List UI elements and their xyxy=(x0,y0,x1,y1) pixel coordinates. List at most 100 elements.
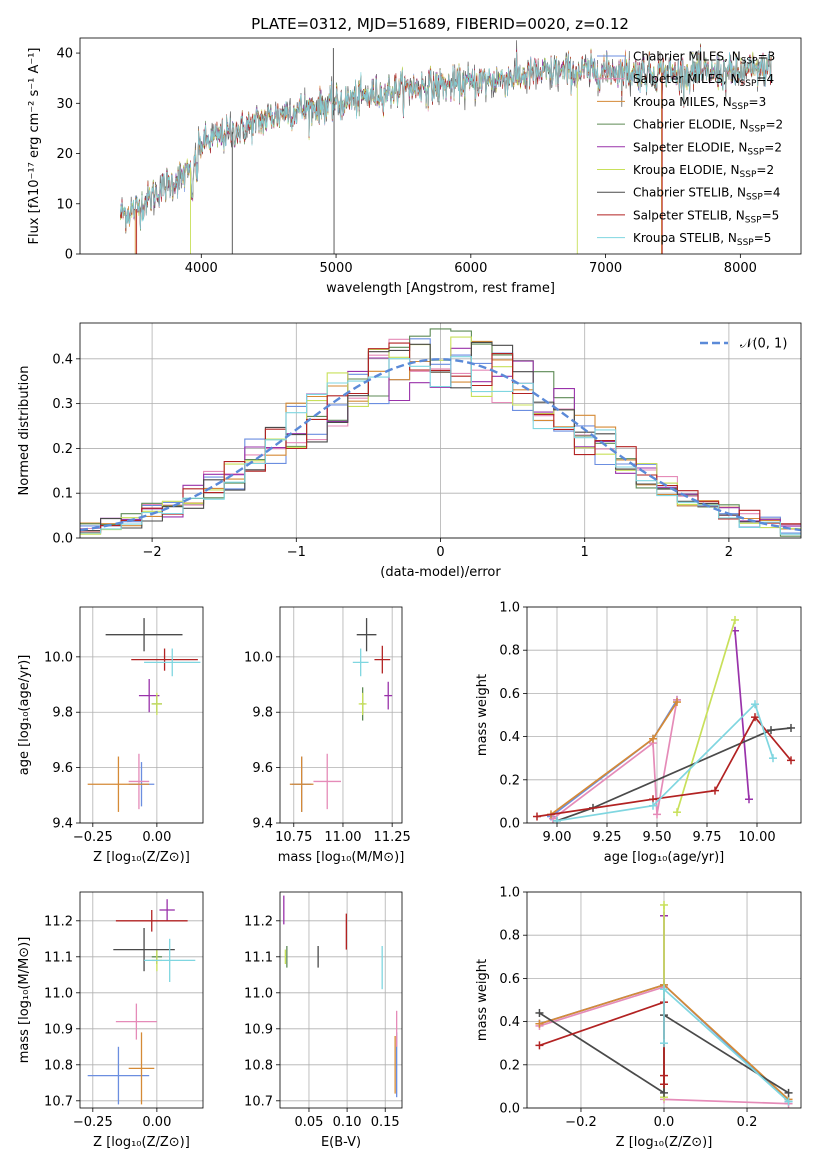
legend-text-part: , N xyxy=(731,140,748,154)
y-axis-label: Normed distribution xyxy=(17,366,32,496)
x-tick-label: −2 xyxy=(143,545,162,560)
weight-series-4 xyxy=(734,630,750,800)
error-bar-point xyxy=(87,1046,150,1105)
legend-text-part: = xyxy=(763,186,773,200)
x-tick-label: 0.10 xyxy=(333,1115,362,1130)
legend-item: Kroupa STELIB, NSSP=5 xyxy=(597,231,771,248)
y-tick-label: 10.7 xyxy=(44,1094,73,1109)
axes-frame xyxy=(79,606,204,824)
weight-series-7 xyxy=(539,1001,665,1085)
legend-item: Kroupa ELODIE, NSSP=2 xyxy=(597,163,774,180)
panel-mass_vs_Z: −0.25 0.00 10.7 10.8 10.9 11.0 11.1 11.2 Z [log₁… xyxy=(17,891,204,1150)
y-tick-label: 0.4 xyxy=(52,352,73,367)
x-tick-label: 9.50 xyxy=(643,830,672,845)
x-tick-label: −1 xyxy=(287,545,306,560)
x-axis-label: (data-model)/error xyxy=(380,565,501,580)
weight-lines xyxy=(533,615,795,823)
legend-text-part: 4 xyxy=(766,72,774,86)
error-bars xyxy=(87,618,201,812)
error-bar-point xyxy=(352,648,369,677)
panel-mass_vs_ebv: 0.05 0.10 0.15 10.7 10.8 10.9 11.0 11.1 11.2 E(B-… xyxy=(244,891,403,1150)
legend-label: Kroupa STELIB, NSSP=5 xyxy=(633,231,771,248)
error-bar-point xyxy=(131,648,198,671)
legend-text-part: Salpeter ELODIE xyxy=(633,140,731,154)
error-bars xyxy=(87,899,196,1105)
legend-text-part: Kroupa MILES xyxy=(633,95,715,109)
x-tick-label: 10.00 xyxy=(738,830,775,845)
legend-text-part: 2 xyxy=(766,163,774,177)
panel-weight_vs_age: 9.00 9.25 9.50 9.75 10.00 0.0 0.2 0.4 0.6 0.8 1.0 a… xyxy=(475,601,802,865)
legend-label: Chabrier MILES, NSSP=3 xyxy=(633,50,775,67)
legend-item: Salpeter ELODIE, NSSP=2 xyxy=(597,140,782,157)
error-bar-point xyxy=(128,753,150,810)
legend-item: Chabrier ELODIE, NSSP=2 xyxy=(597,118,783,135)
y-tick-label: 0.8 xyxy=(499,929,520,944)
legend-text-part: , N xyxy=(729,186,746,200)
legend-text-part: Chabrier ELODIE xyxy=(633,118,732,132)
y-tick-label: 10.9 xyxy=(44,1022,73,1037)
x-tick-label: 6000 xyxy=(454,261,487,276)
error-bar-point xyxy=(313,753,341,810)
y-tick-label: 0.6 xyxy=(499,687,520,702)
legend-text-part: Salpeter MILES xyxy=(633,72,723,86)
legend-text-part: = xyxy=(765,118,775,132)
y-tick-label: 0.6 xyxy=(499,972,520,987)
y-tick-label: 9.4 xyxy=(252,817,273,832)
legend-label: Salpeter ELODIE, NSSP=2 xyxy=(633,140,782,157)
y-tick-label: 11.1 xyxy=(44,950,73,965)
error-bars xyxy=(283,895,398,1098)
plot-area xyxy=(280,892,402,1108)
x-tick-label: 5000 xyxy=(320,261,353,276)
axes-frame xyxy=(79,322,802,539)
y-axis-label: Flux [fλ10⁻¹⁷ erg cm⁻² s⁻¹ A⁻¹] xyxy=(27,48,42,245)
x-tick-label: −0.2 xyxy=(565,1115,597,1130)
legend-text-part: SSP xyxy=(746,193,763,203)
y-tick-label: 11.0 xyxy=(44,986,73,1001)
error-bar-point xyxy=(384,681,393,710)
y-tick-label: 0.0 xyxy=(499,1102,520,1117)
x-tick-label: 8000 xyxy=(724,261,757,276)
legend-text-part: 2 xyxy=(774,140,782,154)
x-axis-label: Z [log₁₀(Z/Z⊙)] xyxy=(93,850,190,865)
y-tick-label: 0.4 xyxy=(499,1015,520,1030)
legend-text-part: 2 xyxy=(776,118,784,132)
error-bar-point xyxy=(115,1003,157,1040)
x-tick-label: 0.15 xyxy=(371,1115,400,1130)
error-bar-point xyxy=(115,910,188,932)
error-bar-point xyxy=(358,692,367,715)
x-tick-label: −0.25 xyxy=(73,1115,113,1130)
legend-label: Salpeter MILES, NSSP=4 xyxy=(633,72,774,89)
y-tick-label: 10.0 xyxy=(244,650,273,665)
error-bar-point xyxy=(113,928,175,972)
axes-frame xyxy=(79,891,204,1109)
y-axis-label: mass weight xyxy=(475,959,490,1041)
axes-frame xyxy=(279,606,403,824)
legend-text-part: , N xyxy=(723,72,740,86)
x-tick-label: 0.2 xyxy=(737,1115,758,1130)
legend-text-part: SSP xyxy=(737,238,754,248)
error-bars xyxy=(289,618,393,812)
histogram-series-7 xyxy=(80,342,801,533)
histogram-series-8 xyxy=(80,356,801,535)
axes-frame xyxy=(526,891,802,1109)
axes-frame xyxy=(79,37,802,255)
legend-text-part: SSP xyxy=(745,215,762,225)
x-tick-label: 7000 xyxy=(589,261,622,276)
x-tick-label: 11.00 xyxy=(324,830,361,845)
legend-text-part: , N xyxy=(728,208,745,222)
legend-item: Salpeter STELIB, NSSP=5 xyxy=(597,208,779,225)
legend-label: Kroupa MILES, NSSP=3 xyxy=(633,95,766,112)
y-tick-label: 0.4 xyxy=(499,730,520,745)
error-bar-point xyxy=(289,756,314,812)
y-tick-label: 0.2 xyxy=(499,1058,520,1073)
legend-text-part: SSP xyxy=(732,102,749,112)
legend-text-part: Salpeter STELIB xyxy=(633,208,728,222)
legend-text-part: 3 xyxy=(759,95,767,109)
axes-frame xyxy=(279,891,403,1109)
x-tick-label: −0.25 xyxy=(73,830,113,845)
y-tick-label: 10.8 xyxy=(44,1058,73,1073)
y-tick-label: 0.0 xyxy=(52,532,73,547)
legend: 𝒩(0, 1) xyxy=(700,337,787,352)
legend-label: Kroupa ELODIE, NSSP=2 xyxy=(633,163,774,180)
